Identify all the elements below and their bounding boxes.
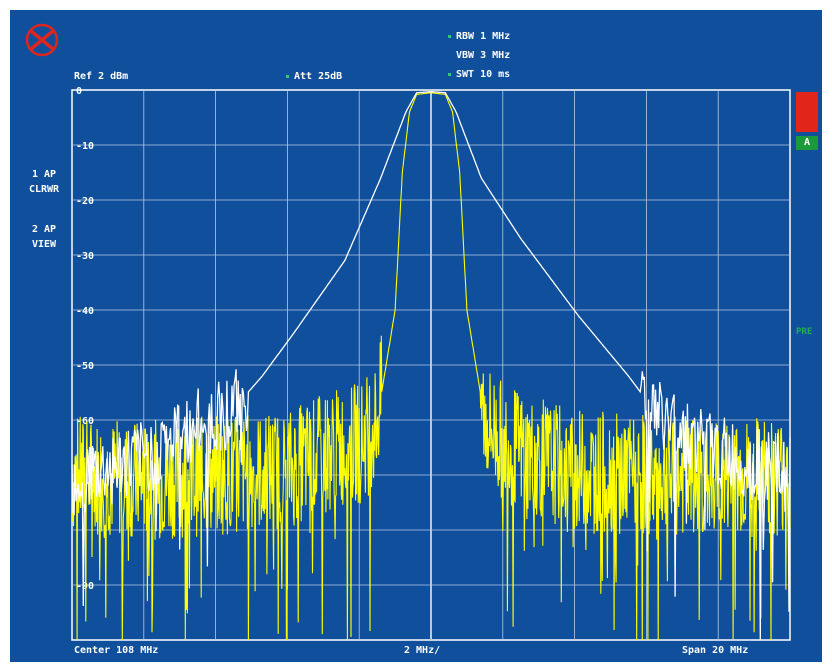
y-tick-label: -60 <box>76 416 94 427</box>
swt-label: SWT 10 ms <box>456 69 511 80</box>
trace1-mode-label: 1 AP <box>31 169 57 180</box>
brand-logo-icon <box>25 23 59 57</box>
trace2-detector-label: VIEW <box>31 239 57 250</box>
rbw-indicator-dot <box>448 35 451 38</box>
attenuation-label: Att 25dB <box>294 71 343 82</box>
trace-lines <box>71 91 791 641</box>
att-indicator-dot <box>286 75 289 78</box>
trace-1-line <box>71 91 791 640</box>
y-tick-label: -20 <box>76 196 94 207</box>
plot-grid <box>71 89 791 641</box>
span-label: Span 20 MHz <box>682 645 749 656</box>
trace-marker-a: A <box>796 136 818 150</box>
center-frequency-label: Center 108 MHz <box>74 645 159 656</box>
y-tick-labels: 0 -10 -20 -30 -40 -50 -60 -90 <box>76 86 94 592</box>
preamp-label: PRE <box>796 327 813 337</box>
y-tick-label: -90 <box>76 581 94 592</box>
ref-level-label: Ref 2 dBm <box>74 71 129 82</box>
trace1-detector-label: CLRWR <box>28 184 60 195</box>
division-label: 2 MHz/ <box>404 645 441 656</box>
y-tick-label: -40 <box>76 306 94 317</box>
rbw-label: RBW 1 MHz <box>456 31 511 42</box>
y-tick-label: -50 <box>76 361 94 372</box>
trace-2-line <box>71 92 791 641</box>
swt-indicator-dot <box>448 73 451 76</box>
y-tick-label: -10 <box>76 141 94 152</box>
vbw-label: VBW 3 MHz <box>456 50 511 61</box>
spectrum-plot: 0 -10 -20 -30 -40 -50 -60 -90 <box>71 86 791 641</box>
y-tick-label: -30 <box>76 251 94 262</box>
y-tick-label: 0 <box>76 86 82 97</box>
overload-indicator <box>796 92 818 132</box>
trace2-mode-label: 2 AP <box>31 224 57 235</box>
analyzer-screen: RBW 1 MHz VBW 3 MHz SWT 10 ms Ref 2 dBm … <box>10 10 822 662</box>
